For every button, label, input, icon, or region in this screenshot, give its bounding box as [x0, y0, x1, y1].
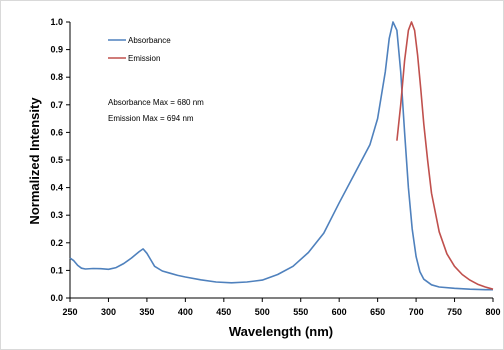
- x-tick-label: 500: [255, 307, 270, 317]
- x-tick-label: 650: [370, 307, 385, 317]
- y-tick-label: 0.1: [50, 265, 63, 275]
- axes: 250 300 350 400 450 500 550 600 650 700 750 800 0.0 0…: [50, 17, 500, 317]
- legend-label-absorbance: Absorbance: [128, 36, 171, 45]
- x-tick-label: 800: [485, 307, 500, 317]
- x-tick-label: 450: [216, 307, 231, 317]
- y-tick-label: 0.9: [50, 45, 63, 55]
- annotation-absorbance-max: Absorbance Max = 680 nm: [108, 98, 204, 107]
- x-tick-label: 300: [101, 307, 116, 317]
- y-tick-label: 0.7: [50, 100, 63, 110]
- series-line-emission: [396, 21, 494, 290]
- annotation-emission-max: Emission Max = 694 nm: [108, 114, 194, 123]
- x-tick-label: 400: [178, 307, 193, 317]
- legend: Absorbance Emission: [108, 36, 171, 63]
- x-tick-label: 550: [293, 307, 308, 317]
- y-tick-label: 0.3: [50, 210, 63, 220]
- y-tick-label: 0.2: [50, 238, 63, 248]
- x-tick-label: 700: [409, 307, 424, 317]
- annotations: Absorbance Max = 680 nm Emission Max = 6…: [108, 98, 204, 123]
- x-tick-label: 350: [139, 307, 154, 317]
- x-tick-label: 250: [62, 307, 77, 317]
- x-tick-label: 750: [447, 307, 462, 317]
- y-tick-label: 0.4: [50, 183, 63, 193]
- y-tick-label: 0.6: [50, 127, 63, 137]
- x-tick-label: 600: [332, 307, 347, 317]
- legend-label-emission: Emission: [128, 54, 160, 63]
- y-tick-label: 0.0: [50, 293, 63, 303]
- series-layer: [69, 21, 494, 291]
- y-tick-label: 1.0: [50, 17, 63, 27]
- series-line-absorbance: [69, 21, 493, 291]
- y-axis-title: Normalized Intensity: [27, 97, 42, 225]
- y-tick-label: 0.8: [50, 72, 63, 82]
- y-tick-label: 0.5: [50, 155, 63, 165]
- x-axis-title: Wavelength (nm): [229, 324, 333, 339]
